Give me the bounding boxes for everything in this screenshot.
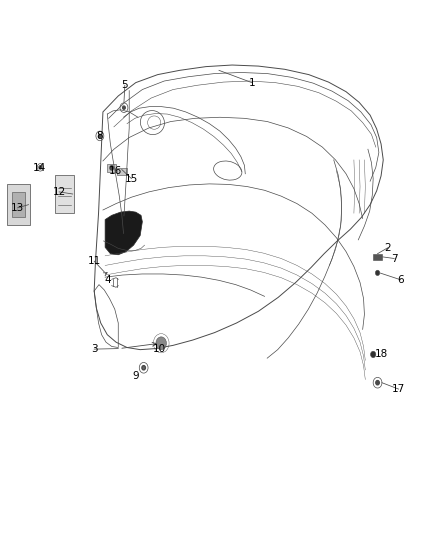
- Bar: [373, 254, 382, 260]
- Text: 14: 14: [33, 163, 46, 173]
- Polygon shape: [105, 211, 142, 255]
- Text: 17: 17: [392, 384, 405, 394]
- Text: 5: 5: [121, 80, 128, 90]
- Bar: [107, 164, 116, 172]
- Circle shape: [39, 166, 42, 169]
- Text: 3: 3: [91, 344, 98, 354]
- Text: 2: 2: [384, 243, 391, 253]
- Circle shape: [371, 351, 376, 358]
- Circle shape: [110, 166, 113, 170]
- FancyBboxPatch shape: [12, 192, 25, 217]
- Text: 7: 7: [391, 254, 398, 263]
- Circle shape: [142, 366, 145, 370]
- Text: 9: 9: [132, 371, 139, 381]
- Text: 4: 4: [104, 275, 111, 285]
- FancyBboxPatch shape: [55, 175, 74, 213]
- Text: 15: 15: [125, 174, 138, 183]
- FancyBboxPatch shape: [7, 184, 30, 225]
- Text: 13: 13: [11, 203, 24, 213]
- Text: 11: 11: [88, 256, 101, 266]
- Text: 18: 18: [374, 350, 388, 359]
- Circle shape: [156, 337, 166, 350]
- Circle shape: [375, 270, 380, 276]
- Circle shape: [99, 134, 101, 138]
- Text: 16: 16: [109, 166, 122, 175]
- Bar: [117, 168, 127, 175]
- Circle shape: [123, 106, 125, 109]
- Text: 6: 6: [397, 275, 404, 285]
- Text: 12: 12: [53, 187, 66, 197]
- Text: 8: 8: [96, 131, 103, 141]
- Text: 10: 10: [153, 344, 166, 354]
- Circle shape: [376, 381, 379, 385]
- Text: 1: 1: [248, 78, 255, 87]
